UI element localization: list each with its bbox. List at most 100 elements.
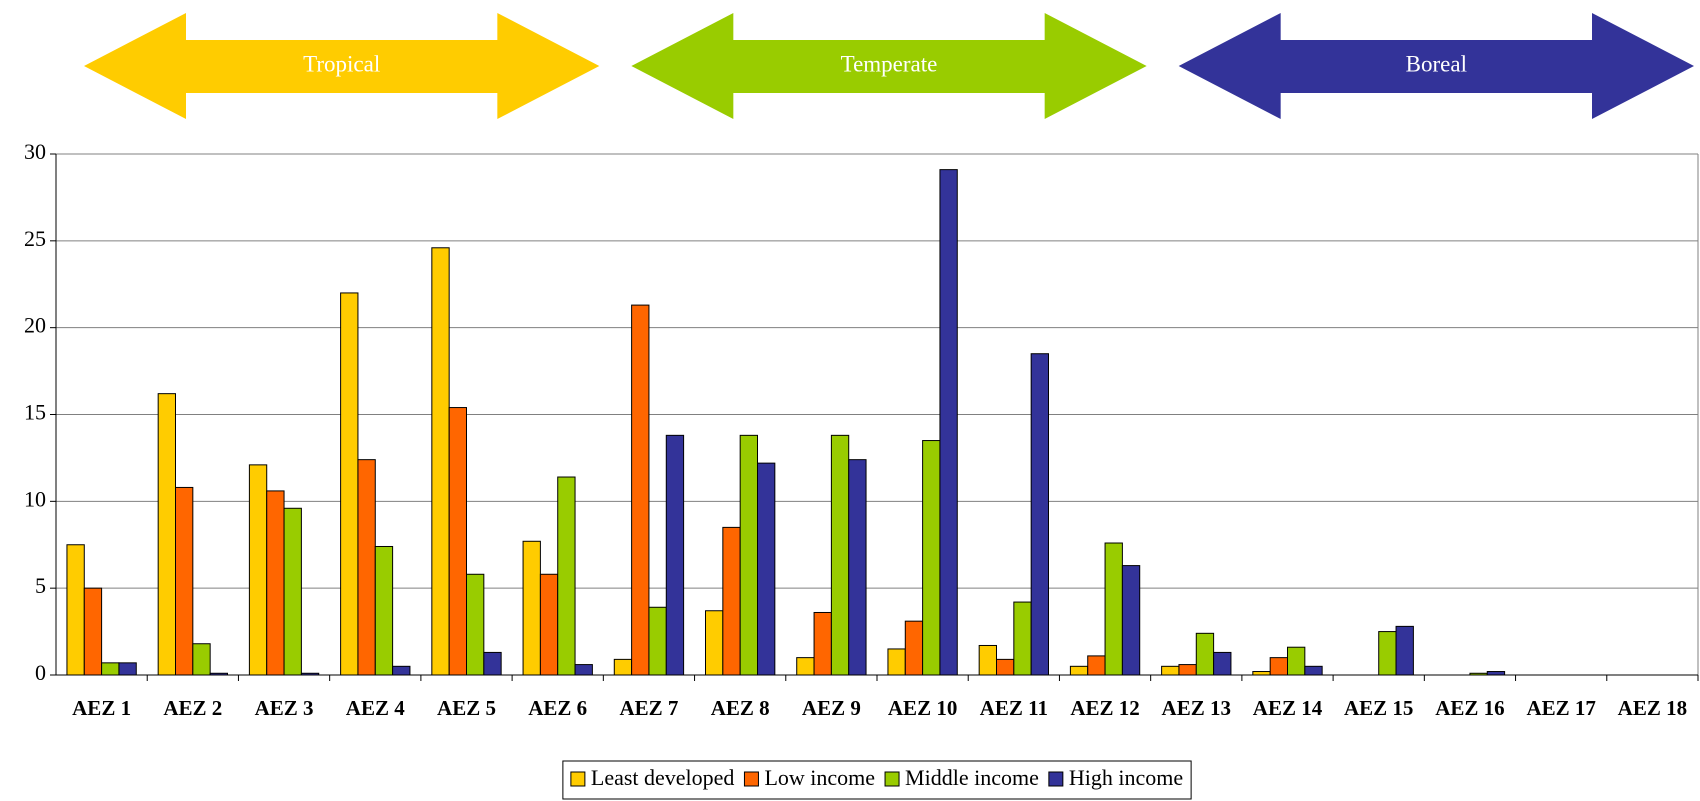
bar: [722, 526, 741, 676]
bar: [1213, 651, 1232, 676]
bar: [648, 606, 667, 676]
bar: [922, 440, 941, 676]
y-tick-label: 15: [24, 400, 46, 425]
legend-label: High income: [1069, 765, 1183, 790]
x-tick-label: AEZ 14: [1253, 696, 1323, 720]
x-tick-label: AEZ 15: [1344, 696, 1413, 720]
bar: [1161, 665, 1180, 676]
region-arrow: [1178, 13, 1694, 119]
x-tick-label: AEZ 2: [163, 696, 222, 720]
bar: [300, 672, 320, 676]
bar: [631, 304, 650, 676]
bar: [66, 544, 85, 676]
x-tick-label: AEZ 4: [346, 696, 405, 720]
y-tick-label: 0: [35, 660, 46, 685]
x-tick-label: AEZ 1: [72, 696, 131, 720]
bar: [904, 620, 924, 676]
bar: [118, 662, 137, 676]
y-tick-label: 30: [24, 139, 46, 164]
bar: [1252, 671, 1271, 676]
x-tick-label: AEZ 8: [711, 696, 770, 720]
legend-label: Least developed: [591, 765, 735, 790]
bar: [175, 486, 194, 676]
bar: [939, 169, 958, 676]
legend-swatch: [570, 771, 586, 787]
legend-box: [562, 760, 1192, 800]
y-tick-label: 25: [24, 226, 46, 251]
bar: [101, 662, 120, 676]
bar: [1069, 665, 1089, 676]
bar: [739, 434, 758, 676]
bar: [539, 573, 559, 676]
bar: [848, 459, 867, 676]
legend-swatch: [743, 771, 759, 787]
bar: [374, 545, 394, 676]
bar: [996, 658, 1015, 676]
bar: [483, 651, 502, 676]
legend-label: Low income: [764, 765, 875, 790]
x-tick-label: AEZ 10: [888, 696, 957, 720]
bar: [887, 648, 906, 676]
x-tick-label: AEZ 7: [619, 696, 678, 720]
bar: [1378, 631, 1397, 676]
legend-label: Middle income: [905, 765, 1039, 790]
bar: [1486, 671, 1506, 676]
bar: [1030, 353, 1049, 676]
bar: [1178, 664, 1197, 676]
region-label: Temperate: [841, 51, 938, 76]
bar: [1195, 632, 1215, 676]
bar: [522, 540, 541, 676]
x-tick-label: AEZ 3: [255, 696, 314, 720]
bar: [431, 247, 450, 676]
bar: [1395, 625, 1414, 676]
x-tick-label: AEZ 5: [437, 696, 496, 720]
x-tick-label: AEZ 17: [1526, 696, 1595, 720]
bar: [466, 573, 485, 676]
bar: [157, 393, 177, 676]
bar: [978, 644, 998, 676]
bar: [248, 464, 268, 676]
legend-swatch: [1048, 771, 1064, 787]
region-label: Boreal: [1406, 51, 1467, 76]
bar: [830, 434, 850, 676]
bar: [665, 434, 685, 676]
bar: [756, 462, 776, 676]
bar: [266, 490, 285, 676]
legend-swatch: [884, 771, 900, 787]
bar: [1287, 646, 1306, 676]
region-label: Tropical: [303, 51, 380, 76]
bar: [283, 507, 302, 676]
x-tick-label: AEZ 13: [1162, 696, 1231, 720]
bar: [209, 672, 228, 676]
x-tick-label: AEZ 16: [1435, 696, 1504, 720]
x-tick-label: AEZ 6: [528, 696, 587, 720]
bar: [448, 407, 468, 676]
bar: [796, 657, 815, 676]
bar: [357, 459, 376, 676]
bar: [1121, 565, 1141, 676]
bar: [574, 664, 593, 676]
x-tick-label: AEZ 12: [1070, 696, 1139, 720]
y-tick-label: 20: [24, 313, 46, 338]
bar: [705, 610, 724, 676]
bar: [1013, 601, 1032, 676]
bar: [340, 292, 359, 676]
bar: [613, 658, 633, 676]
bar: [1469, 672, 1488, 676]
x-tick-label: AEZ 18: [1618, 696, 1687, 720]
x-tick-label: AEZ 11: [980, 696, 1048, 720]
bar: [813, 611, 832, 676]
bar: [192, 643, 211, 676]
region-arrow: [631, 13, 1147, 119]
y-tick-label: 10: [24, 486, 46, 511]
y-tick-label: 5: [35, 573, 46, 598]
bar: [1104, 542, 1123, 676]
bar: [1269, 657, 1288, 676]
bar: [557, 476, 576, 676]
x-tick-label: AEZ 9: [802, 696, 861, 720]
bar: [83, 587, 103, 676]
bar: [1304, 665, 1323, 676]
region-arrow: [84, 13, 600, 119]
bar: [392, 665, 411, 676]
